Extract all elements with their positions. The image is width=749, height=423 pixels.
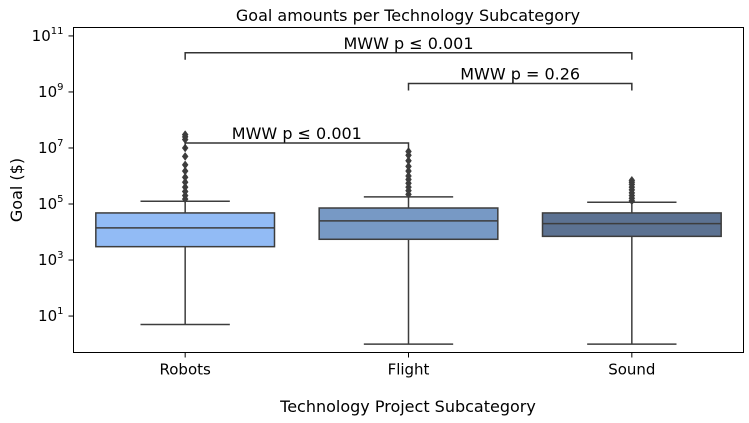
- chart-title: Goal amounts per Technology Subcategory: [236, 6, 580, 25]
- significance-bracket: [407, 82, 633, 91]
- y-axis-label: Goal ($): [7, 158, 26, 222]
- x-axis-label: Technology Project Subcategory: [279, 397, 536, 416]
- outlier-point: [405, 161, 412, 171]
- outlier-point: [181, 160, 189, 170]
- significance-label: MWW p = 0.26: [460, 65, 580, 84]
- x-tick-label: Robots: [160, 361, 212, 379]
- outlier-point: [628, 175, 636, 185]
- box-flight: [318, 207, 499, 241]
- significance-bracket: [184, 52, 633, 60]
- significance-label: MWW p ≤ 0.001: [343, 34, 473, 53]
- y-tick-label: 105: [38, 194, 63, 213]
- outlier-point: [181, 172, 189, 182]
- outlier-point: [181, 166, 189, 176]
- y-tick-label: 107: [38, 138, 63, 157]
- significance-bracket: [184, 142, 410, 151]
- y-tick-label: 1011: [32, 26, 64, 45]
- outlier-point: [405, 147, 412, 156]
- outlier-point: [405, 156, 412, 166]
- y-tick-label: 101: [38, 306, 63, 325]
- outlier-point: [405, 166, 412, 176]
- box-robots: [95, 212, 276, 248]
- outlier-point: [405, 171, 412, 181]
- plot-frame: [73, 27, 744, 353]
- y-tick-label: 103: [38, 250, 63, 269]
- outlier-point: [181, 177, 189, 187]
- outlier-point: [181, 151, 189, 161]
- outlier-point: [181, 130, 189, 140]
- outlier-point: [181, 182, 189, 192]
- y-tick-label: 109: [38, 82, 63, 101]
- significance-label: MWW p ≤ 0.001: [232, 124, 362, 143]
- x-tick-label: Flight: [388, 361, 430, 379]
- box-sound: [541, 212, 722, 238]
- x-tick-label: Sound: [608, 361, 655, 379]
- plot-area: 101 103 105 107 109 1011 Robots Flight Sound MWW …: [32, 26, 722, 379]
